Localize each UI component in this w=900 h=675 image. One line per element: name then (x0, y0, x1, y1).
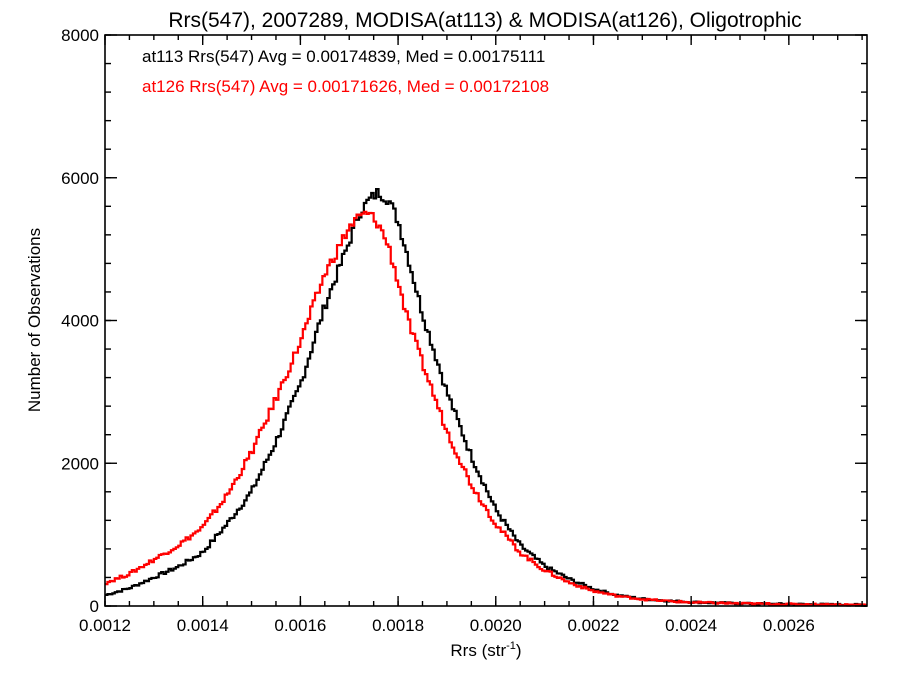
x-tick-label: 0.0018 (372, 616, 424, 635)
x-axis-title: Rrs (str-1) (450, 640, 521, 660)
y-tick-label: 6000 (61, 169, 99, 188)
legend-at113: at113 Rrs(547) Avg = 0.00174839, Med = 0… (142, 47, 545, 66)
y-axis-title: Number of Observations (25, 228, 44, 412)
x-axis-title-main: Rrs (str (450, 641, 506, 660)
x-tick-label: 0.0026 (763, 616, 815, 635)
x-tick-label: 0.0020 (470, 616, 522, 635)
y-axis: 0 2000 4000 6000 8000 (61, 26, 867, 616)
chart-title: Rrs(547), 2007289, MODISA(at113) & MODIS… (168, 9, 801, 32)
series-group (105, 188, 867, 607)
x-tick-label: 0.0014 (177, 616, 229, 635)
y-tick-label: 4000 (61, 312, 99, 331)
x-tick-label: 0.0016 (274, 616, 326, 635)
x-tick-label: 0.0012 (79, 616, 131, 635)
x-tick-label: 0.0024 (665, 616, 717, 635)
series-line-at113 (105, 188, 867, 607)
x-tick-label: 0.0022 (567, 616, 619, 635)
x-axis-title-end: ) (516, 641, 522, 660)
plot-frame (104, 34, 868, 607)
series-line-at126 (105, 210, 867, 607)
x-axis: 0.0012 0.0014 0.0016 0.0018 0.0020 0.0022 0.00… (79, 35, 863, 635)
legend-at126: at126 Rrs(547) Avg = 0.00171626, Med = 0… (142, 77, 549, 96)
y-tick-label: 2000 (61, 454, 99, 473)
y-tick-label: 0 (90, 597, 99, 616)
x-axis-title-superscript: -1 (506, 640, 516, 652)
y-tick-label: 8000 (61, 26, 99, 45)
